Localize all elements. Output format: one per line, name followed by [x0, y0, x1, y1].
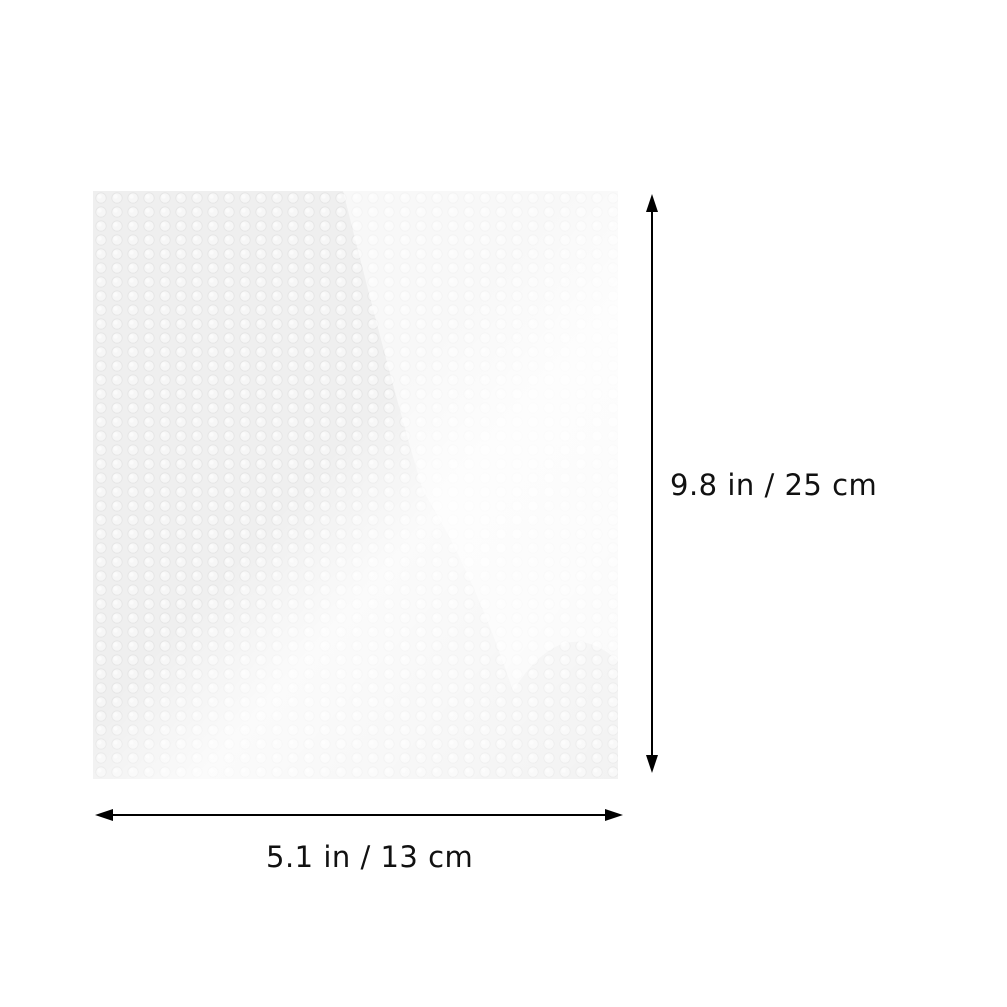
height-label: 9.8 in / 25 cm: [670, 468, 878, 502]
width-label: 5.1 in / 13 cm: [266, 840, 474, 874]
width-dimension-arrow: [95, 809, 623, 821]
height-dimension-arrow: [646, 194, 658, 773]
bubble-wrap-sheet: [93, 191, 618, 779]
